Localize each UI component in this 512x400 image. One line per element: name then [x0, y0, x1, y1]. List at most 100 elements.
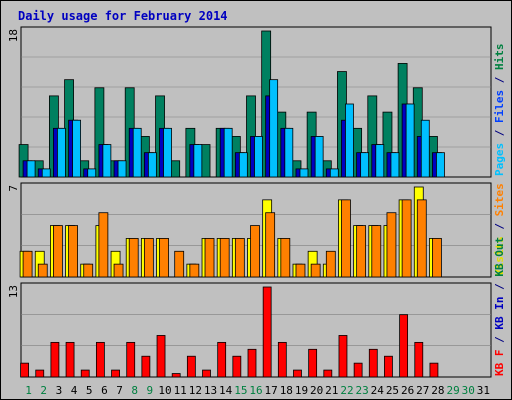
- day-label-13: 13: [204, 384, 217, 397]
- bar-kb-f-day-13: [202, 369, 211, 378]
- panel-1-legend-label: Pages / Files / Hits: [493, 44, 506, 177]
- bar-kb-f-day-8: [126, 341, 136, 378]
- bar-pages-day-24: [375, 144, 385, 178]
- bar-pages-day-6: [102, 144, 112, 178]
- bar-kb-f-day-3: [50, 341, 60, 378]
- bar-pages-day-15: [238, 152, 248, 178]
- day-label-5: 5: [86, 384, 93, 397]
- legend-part-0: KB F: [493, 350, 506, 377]
- bar-sites-day-6: [98, 212, 109, 278]
- bar-kb-f-day-6: [95, 341, 105, 378]
- day-label-9: 9: [147, 384, 154, 397]
- bar-pages-day-21: [329, 168, 339, 178]
- bar-sites-day-12: [189, 263, 200, 278]
- day-label-2: 2: [40, 384, 47, 397]
- bar-kb-f-day-5: [80, 369, 90, 378]
- panel-2-legend-label: Visits / Sites: [493, 183, 506, 276]
- bar-hits-day-11: [170, 160, 181, 178]
- bar-pages-day-1: [26, 160, 36, 178]
- day-label-17: 17: [265, 384, 278, 397]
- bar-kb-f-day-21: [323, 369, 333, 378]
- bar-sites-day-5: [83, 263, 94, 278]
- day-label-27: 27: [416, 384, 429, 397]
- legend-part-1: /: [493, 330, 506, 350]
- bar-kb-f-day-26: [399, 314, 409, 378]
- series-kb-f: [20, 286, 439, 378]
- bar-kb-f-day-25: [384, 355, 393, 378]
- bar-pages-day-27: [420, 119, 430, 178]
- bar-sites-day-22: [341, 199, 351, 278]
- legend-part-2: KB In: [493, 297, 506, 330]
- day-label-21: 21: [325, 384, 338, 397]
- bar-sites-day-25: [386, 212, 397, 278]
- bar-pages-day-19: [299, 168, 309, 178]
- bar-sites-day-27: [416, 199, 427, 278]
- day-label-16: 16: [249, 384, 262, 397]
- day-label-18: 18: [280, 384, 293, 397]
- bar-sites-day-2: [37, 263, 48, 278]
- panel-1: 18 Pages / Files / Hits: [7, 26, 506, 178]
- bar-pages-day-26: [405, 103, 415, 178]
- day-label-29: 29: [446, 384, 459, 397]
- bar-sites-day-23: [356, 225, 367, 278]
- bar-pages-day-20: [314, 136, 324, 178]
- legend-part-3: /: [493, 70, 506, 90]
- day-label-7: 7: [116, 384, 123, 397]
- bar-kb-f-day-20: [308, 348, 318, 378]
- bar-sites-day-9: [143, 238, 154, 278]
- legend-part-2: Files: [493, 90, 506, 123]
- bar-kb-f-day-2: [35, 369, 45, 378]
- bar-pages-day-2: [41, 168, 51, 178]
- bar-kb-f-day-15: [232, 355, 242, 378]
- legend-part-1: /: [493, 216, 506, 236]
- day-label-11: 11: [174, 384, 187, 397]
- bar-pages-day-16: [254, 136, 263, 178]
- day-label-26: 26: [401, 384, 414, 397]
- day-label-24: 24: [371, 384, 385, 397]
- bar-pages-day-18: [284, 127, 294, 178]
- bar-kb-f-day-24: [368, 348, 378, 378]
- bar-kb-f-day-23: [353, 362, 363, 378]
- bar-pages-day-28: [436, 152, 445, 178]
- bar-sites-day-8: [128, 238, 139, 278]
- bar-pages-day-3: [57, 127, 66, 178]
- bar-kb-f-day-16: [247, 348, 257, 378]
- bar-pages-day-22: [345, 103, 354, 178]
- day-label-8: 8: [131, 384, 138, 397]
- panel-3-ymax-label: 13: [7, 285, 20, 298]
- day-label-25: 25: [386, 384, 399, 397]
- bar-sites-day-26: [401, 199, 412, 278]
- bar-kb-f-day-4: [65, 341, 75, 378]
- bar-kb-f-day-14: [217, 341, 227, 378]
- bar-sites-day-24: [371, 225, 382, 278]
- bar-kb-f-day-12: [186, 355, 196, 378]
- legend-part-4: Hits: [493, 44, 506, 71]
- bar-sites-day-28: [432, 238, 442, 278]
- bar-pages-day-9: [147, 152, 157, 178]
- legend-part-4: KB Out: [493, 237, 506, 277]
- day-axis: 1 2 3 4 5 6 7 8 9 10 11 12 13 14 15 16 17 18 19 20 21 22 23 24 2…: [25, 384, 490, 397]
- day-label-12: 12: [189, 384, 202, 397]
- chart-panels: 18 Pages / Files / Hits 7 Visits / Sites 13 K…: [7, 26, 506, 378]
- panel-2: 7 Visits / Sites: [7, 182, 506, 278]
- bar-sites-day-11: [174, 250, 185, 278]
- chart-title: Daily usage for February 2014: [18, 9, 228, 23]
- bar-sites-day-16: [250, 225, 260, 278]
- bar-kb-f-day-17: [262, 286, 272, 378]
- bar-sites-day-14: [219, 238, 230, 278]
- bar-pages-day-12: [193, 144, 203, 178]
- day-label-28: 28: [431, 384, 444, 397]
- bar-kb-f-day-11: [171, 373, 181, 378]
- bar-pages-day-14: [223, 127, 233, 178]
- bar-pages-day-7: [117, 160, 127, 178]
- bar-kb-f-day-10: [156, 335, 166, 378]
- panel-3: 13 KB F / KB In / KB Out: [7, 237, 506, 378]
- panel-3-legend-label: KB F / KB In / KB Out: [493, 237, 506, 376]
- day-label-1: 1: [25, 384, 32, 397]
- bar-kb-f-day-18: [277, 341, 287, 378]
- day-label-4: 4: [71, 384, 78, 397]
- bar-hits-day-13: [200, 144, 211, 178]
- bar-pages-day-8: [132, 127, 142, 178]
- bar-pages-day-10: [163, 127, 172, 178]
